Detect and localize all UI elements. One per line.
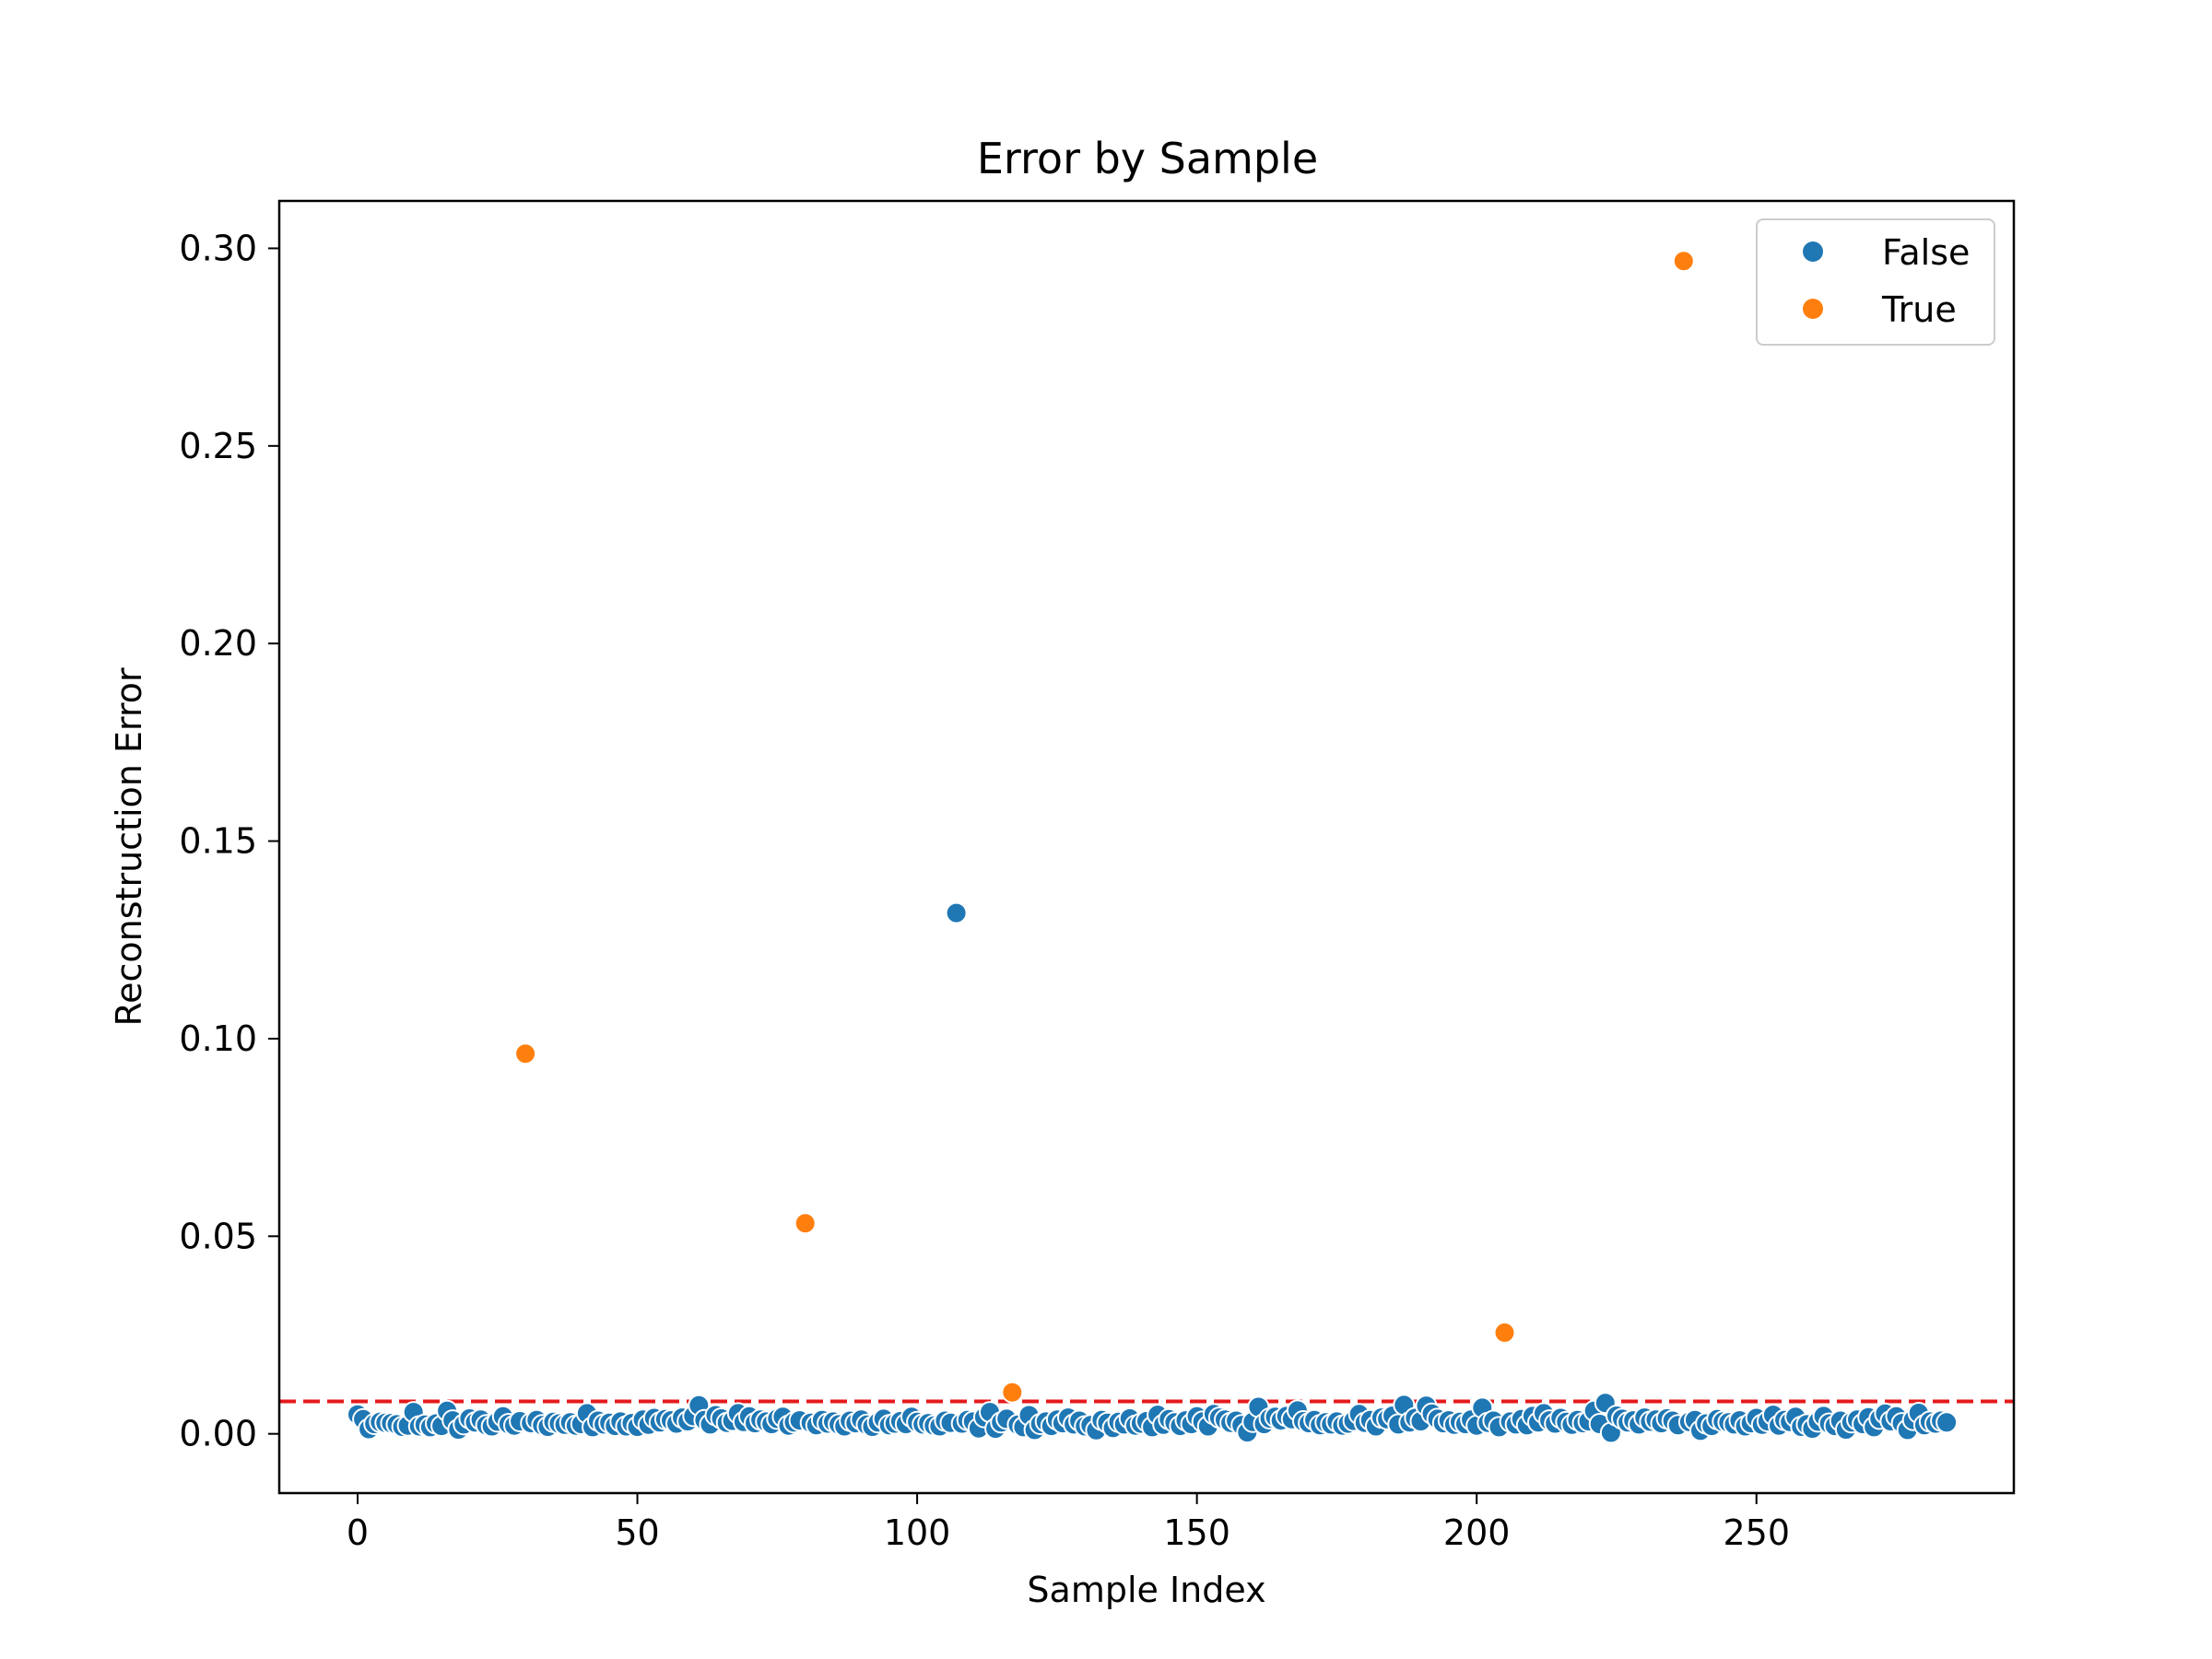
y-tick-label: 0.30 bbox=[179, 228, 257, 268]
series-false bbox=[347, 901, 1959, 1444]
y-tick-label: 0.05 bbox=[179, 1216, 257, 1256]
x-axis-label: Sample Index bbox=[1027, 1570, 1265, 1610]
y-tick-label: 0.15 bbox=[179, 821, 257, 862]
point-false bbox=[945, 901, 968, 924]
legend-marker-true bbox=[1803, 299, 1823, 319]
plot-area bbox=[279, 250, 2014, 1444]
x-tick-label: 250 bbox=[1723, 1512, 1790, 1553]
chart-title: Error by Sample bbox=[977, 134, 1318, 183]
y-axis-label: Reconstruction Error bbox=[109, 667, 149, 1026]
y-tick-label: 0.25 bbox=[179, 426, 257, 466]
x-tick-label: 150 bbox=[1163, 1512, 1230, 1553]
point-true bbox=[1493, 1321, 1516, 1344]
legend-label-false: False bbox=[1882, 232, 1970, 273]
x-tick-label: 0 bbox=[347, 1512, 369, 1553]
y-tick-label: 0.00 bbox=[179, 1414, 257, 1454]
point-false bbox=[1936, 1411, 1959, 1434]
y-tick-label: 0.20 bbox=[179, 623, 257, 664]
point-true bbox=[1672, 250, 1695, 273]
x-tick-label: 200 bbox=[1443, 1512, 1511, 1553]
y-axis-ticks: 0.00 0.05 0.10 0.15 0.20 0.25 0.30 bbox=[179, 228, 279, 1454]
plot-frame bbox=[277, 199, 2016, 1495]
legend-label-true: True bbox=[1881, 289, 1957, 330]
x-tick-label: 100 bbox=[884, 1512, 951, 1553]
legend-marker-false bbox=[1803, 241, 1823, 262]
x-tick-label: 50 bbox=[615, 1512, 659, 1553]
series-true bbox=[514, 250, 1695, 1404]
point-true bbox=[1001, 1381, 1024, 1404]
point-true bbox=[794, 1212, 817, 1235]
point-true bbox=[514, 1042, 537, 1065]
y-tick-label: 0.10 bbox=[179, 1018, 257, 1059]
x-axis-ticks: 0 50 100 150 200 250 bbox=[347, 1493, 1790, 1553]
legend: False True bbox=[1756, 218, 1995, 346]
